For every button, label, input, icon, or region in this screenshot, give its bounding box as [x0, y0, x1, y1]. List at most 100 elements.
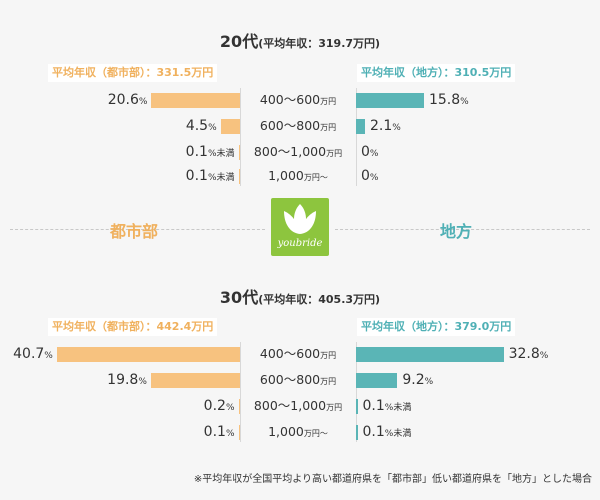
urban-value: 4.5 — [185, 118, 209, 134]
urban-value-unit: %未満 — [207, 173, 235, 183]
urban-value-label: 0.1% — [204, 424, 235, 442]
rural-value-unit: % — [539, 351, 549, 361]
section-title: 20代(平均年収：319.7万円) — [0, 28, 600, 52]
urban-value-unit: % — [138, 97, 148, 107]
urban-value: 0.2 — [203, 398, 226, 414]
urban-bar — [238, 145, 240, 160]
rural-bar — [356, 347, 504, 362]
rural-average-legend: 平均年収（地方）：310.5万円 — [357, 64, 516, 82]
section-title-age: 30代 — [219, 288, 259, 307]
income-range-text: 600〜800 — [259, 118, 321, 133]
urban-average-legend: 平均年収（都市部）：331.5万円 — [48, 64, 218, 82]
footnote: ※平均年収が全国平均より高い都道府県を「都市部」低い都道府県を「地方」とした場合 — [193, 474, 592, 485]
rural-bar — [356, 425, 358, 440]
income-range-label: 1,000万円〜 — [238, 424, 358, 442]
income-range-text: 400〜600 — [259, 92, 321, 107]
rural-value-label: 0.1%未満 — [363, 398, 412, 416]
rural-label: 地方 — [440, 222, 473, 241]
section-title-average: (平均年収：319.7万円) — [258, 37, 381, 50]
income-range-unit: 万円〜 — [303, 173, 328, 182]
income-range-label: 400〜600万円 — [238, 92, 358, 110]
urban-value-label: 19.8% — [107, 372, 147, 390]
rural-value: 0 — [361, 144, 370, 160]
income-range-label: 800〜1,000万円 — [238, 398, 358, 416]
urban-value: 40.7 — [13, 346, 45, 362]
rural-value-unit: %未満 — [384, 403, 412, 413]
urban-value: 19.8 — [107, 372, 139, 388]
rural-value: 0.1 — [362, 398, 385, 414]
income-range-unit: 万円 — [320, 377, 337, 386]
rural-value: 32.8 — [508, 346, 540, 362]
section-title-age: 20代 — [219, 32, 259, 51]
rural-value-label: 0% — [361, 144, 378, 162]
urban-value-label: 40.7% — [13, 346, 53, 364]
rural-value: 0 — [361, 168, 370, 184]
axis-right — [356, 88, 357, 186]
urban-bar — [150, 373, 240, 388]
urban-bar — [238, 399, 240, 414]
urban-label: 都市部 — [110, 222, 159, 241]
rural-value: 15.8 — [428, 92, 461, 108]
rural-bar — [356, 119, 366, 134]
axis-left — [240, 342, 241, 442]
income-range-unit: 万円 — [326, 149, 343, 158]
rural-value-unit: % — [369, 149, 379, 159]
urban-value-label: 4.5% — [186, 118, 217, 136]
income-range-unit: 万円 — [326, 403, 343, 412]
urban-value-unit: % — [225, 403, 235, 413]
rural-value-unit: % — [369, 173, 379, 183]
rural-bar — [356, 399, 358, 414]
urban-value-unit: % — [44, 351, 53, 361]
income-range-label: 800〜1,000万円 — [238, 144, 358, 162]
urban-value-unit: % — [225, 429, 235, 439]
income-range-text: 800〜1,000 — [253, 398, 327, 413]
rural-value-unit: % — [424, 377, 434, 387]
income-range-text: 1,000 — [268, 424, 304, 439]
rural-value-label: 32.8% — [509, 346, 549, 364]
income-range-label: 600〜800万円 — [238, 372, 358, 390]
rural-value-unit: %未満 — [384, 429, 412, 439]
income-range-unit: 万円 — [320, 123, 337, 132]
urban-value-unit: %未満 — [207, 149, 235, 159]
urban-value-label: 0.2% — [204, 398, 235, 416]
urban-value: 0.1 — [185, 144, 208, 160]
urban-value-label: 0.1%未満 — [186, 168, 235, 186]
rural-value-unit: % — [460, 97, 469, 107]
rural-value: 9.2 — [402, 372, 425, 388]
rural-value-label: 0% — [361, 168, 378, 186]
axis-left — [240, 88, 241, 186]
urban-value: 0.1 — [203, 424, 226, 440]
income-range-unit: 万円 — [320, 97, 337, 106]
rural-value-label: 15.8% — [429, 92, 469, 110]
urban-value: 0.1 — [185, 168, 208, 184]
income-range-text: 1,000 — [268, 168, 304, 183]
rural-value: 2.1 — [370, 118, 393, 134]
income-range-text: 600〜800 — [259, 372, 321, 387]
urban-value-unit: % — [208, 123, 217, 133]
lotus-leaf-icon — [284, 204, 316, 234]
rural-value: 0.1 — [362, 424, 385, 440]
logo-text: youbride — [277, 238, 323, 249]
divider-right — [335, 229, 590, 230]
youbride-logo: youbride — [271, 198, 329, 256]
section-title: 30代(平均年収：405.3万円) — [0, 284, 600, 308]
axis-right — [356, 342, 357, 442]
urban-bar — [220, 119, 240, 134]
urban-average-legend: 平均年収（都市部）：442.4万円 — [48, 318, 218, 336]
divider-left — [10, 229, 265, 230]
urban-value-unit: % — [138, 377, 147, 387]
urban-bar — [56, 347, 240, 362]
urban-bar — [151, 93, 240, 108]
rural-bar — [356, 373, 398, 388]
income-range-label: 600〜800万円 — [238, 118, 358, 136]
rural-value-label: 0.1%未満 — [363, 424, 412, 442]
income-range-unit: 万円 — [320, 351, 337, 360]
income-range-text: 800〜1,000 — [253, 144, 327, 159]
rural-average-legend: 平均年収（地方）：379.0万円 — [357, 318, 516, 336]
income-range-label: 400〜600万円 — [238, 346, 358, 364]
rural-value-label: 2.1% — [370, 118, 401, 136]
income-range-text: 400〜600 — [259, 346, 321, 361]
section-title-average: (平均年収：405.3万円) — [258, 293, 381, 306]
rural-bar — [356, 93, 424, 108]
urban-value-label: 0.1%未満 — [186, 144, 235, 162]
